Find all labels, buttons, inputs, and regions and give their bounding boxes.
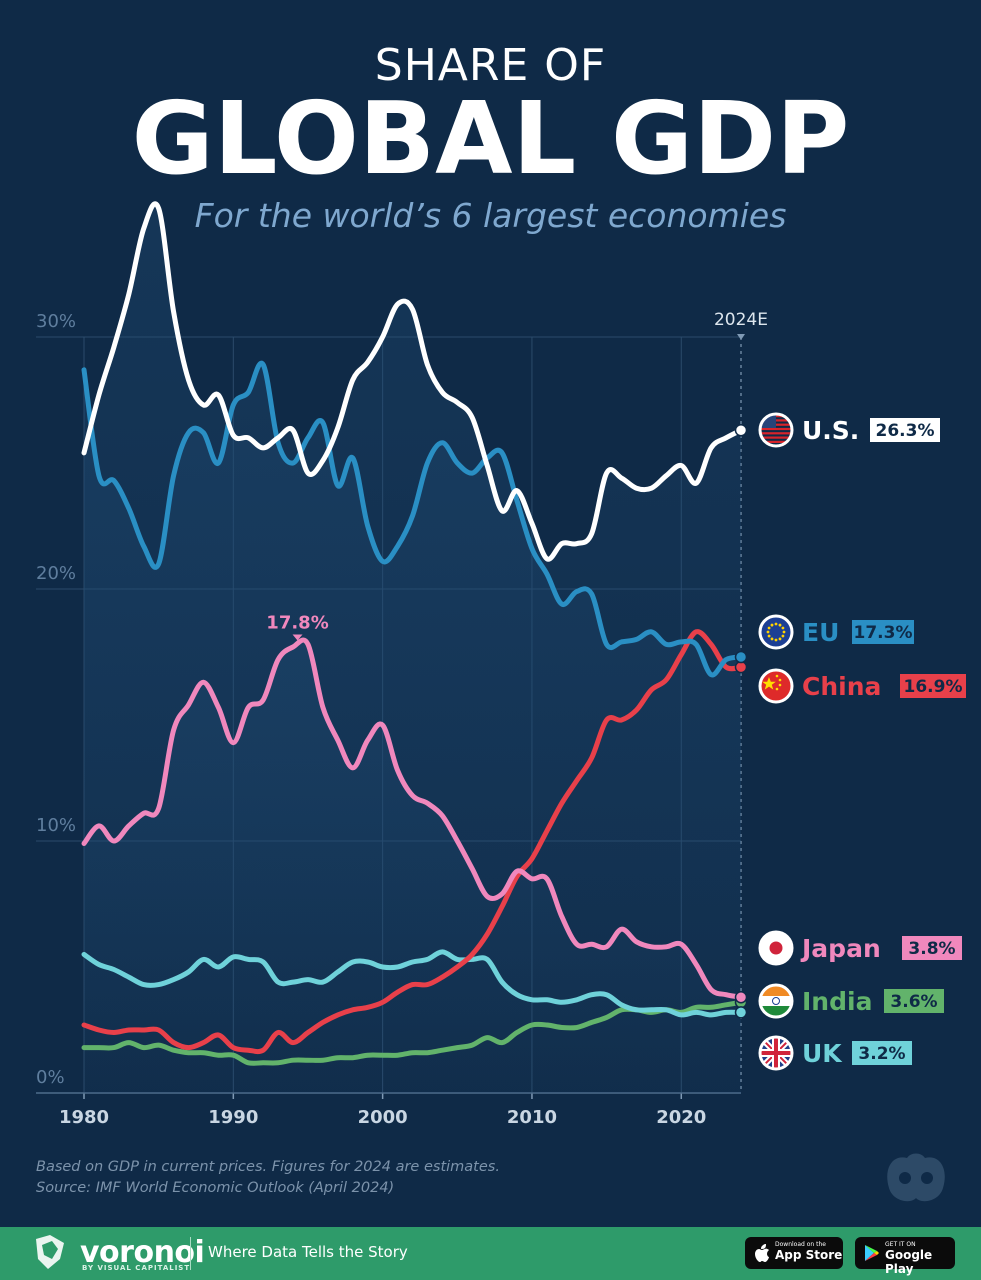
google-play-icon bbox=[865, 1245, 879, 1261]
value-badge-china bbox=[900, 674, 966, 698]
series-line-china bbox=[81, 629, 744, 1055]
title-kicker: SHARE OF bbox=[374, 40, 607, 91]
series-label-japan: Japan bbox=[800, 934, 881, 963]
value-badge-eu bbox=[852, 620, 914, 644]
x-tick-label: 2020 bbox=[656, 1107, 706, 1128]
x-tick-label: 2010 bbox=[507, 1107, 557, 1128]
estimate-year-label: 2024E bbox=[714, 310, 768, 330]
footer-bar: voronoi BY VISUAL CAPITALIST Where Data … bbox=[0, 1227, 981, 1280]
y-tick-label: 0% bbox=[36, 1067, 65, 1088]
app-store-label: App Store bbox=[775, 1248, 843, 1262]
series-line-us bbox=[81, 201, 744, 562]
google-play-label: Google Play bbox=[885, 1248, 933, 1276]
value-label-uk: 3.2% bbox=[858, 1044, 905, 1064]
series-label-india: India bbox=[802, 987, 872, 1016]
value-label-china: 16.9% bbox=[904, 677, 963, 697]
app-store-button[interactable]: Download on the App Store bbox=[745, 1237, 843, 1269]
value-badge-uk bbox=[852, 1041, 912, 1065]
series-label-china: China bbox=[802, 672, 881, 701]
value-badge-japan bbox=[902, 936, 962, 960]
google-play-button[interactable]: GET IT ON Google Play bbox=[855, 1237, 955, 1276]
x-tick-label: 2000 bbox=[358, 1107, 408, 1128]
series-line-eu bbox=[81, 360, 744, 678]
series-label-us: U.S. bbox=[802, 416, 859, 445]
series-line-uk bbox=[81, 949, 744, 1018]
series-endpoint-uk bbox=[734, 1006, 748, 1019]
page-title: GLOBAL GDP bbox=[131, 80, 850, 197]
voronoi-logo-icon bbox=[36, 1235, 64, 1269]
x-tick-label: 1980 bbox=[59, 1107, 109, 1128]
footer-divider bbox=[190, 1237, 191, 1270]
value-label-eu: 17.3% bbox=[854, 623, 913, 643]
flag-us-icon bbox=[758, 412, 794, 448]
y-tick-label: 10% bbox=[36, 815, 76, 836]
series-endpoint-us bbox=[734, 423, 748, 437]
value-label-us: 26.3% bbox=[876, 421, 935, 441]
y-tick-label: 30% bbox=[36, 311, 76, 332]
flag-eu-icon bbox=[758, 614, 794, 650]
value-badge-us bbox=[870, 418, 940, 442]
x-tick-label: 1990 bbox=[208, 1107, 258, 1128]
series-line-japan bbox=[81, 637, 744, 1000]
value-label-india: 3.6% bbox=[890, 992, 937, 1012]
series-label-eu: EU bbox=[802, 618, 839, 647]
apple-icon bbox=[755, 1244, 769, 1262]
flag-india-icon bbox=[758, 983, 794, 1019]
flag-uk-icon bbox=[758, 1035, 794, 1071]
peak-arrow bbox=[292, 634, 303, 641]
app-store-caption: Download on the bbox=[775, 1241, 826, 1248]
value-badge-india bbox=[884, 989, 944, 1013]
estimate-marker-arrow bbox=[737, 334, 745, 340]
series-label-uk: UK bbox=[802, 1039, 843, 1068]
peak-label: 17.8% bbox=[266, 612, 328, 633]
gdp-line-chart: 0% 10% 20% 30% 1980 1990 2000 2010 2020 2024E 17.… bbox=[36, 201, 966, 1128]
tagline: Where Data Tells the Story bbox=[208, 1243, 408, 1261]
mascot-icon bbox=[887, 1153, 945, 1202]
footnote-basis: Based on GDP in current prices. Figures … bbox=[36, 1159, 500, 1175]
series-endpoint-eu bbox=[734, 650, 748, 664]
area-us bbox=[84, 203, 741, 1093]
series-endpoint-japan bbox=[734, 990, 748, 1004]
footnote: Based on GDP in current prices. Figures … bbox=[36, 1157, 500, 1199]
y-tick-label: 20% bbox=[36, 563, 76, 584]
flag-china-icon bbox=[758, 668, 794, 704]
footnote-source: Source: IMF World Economic Outlook (Apri… bbox=[36, 1180, 395, 1196]
value-label-japan: 3.8% bbox=[908, 939, 955, 959]
flag-japan-icon bbox=[758, 930, 794, 966]
brand-name: voronoi bbox=[80, 1235, 205, 1270]
page-subtitle: For the world’s 6 largest economies bbox=[194, 196, 787, 235]
google-play-caption: GET IT ON bbox=[885, 1241, 916, 1248]
brand-subtitle: BY VISUAL CAPITALIST bbox=[82, 1264, 191, 1272]
